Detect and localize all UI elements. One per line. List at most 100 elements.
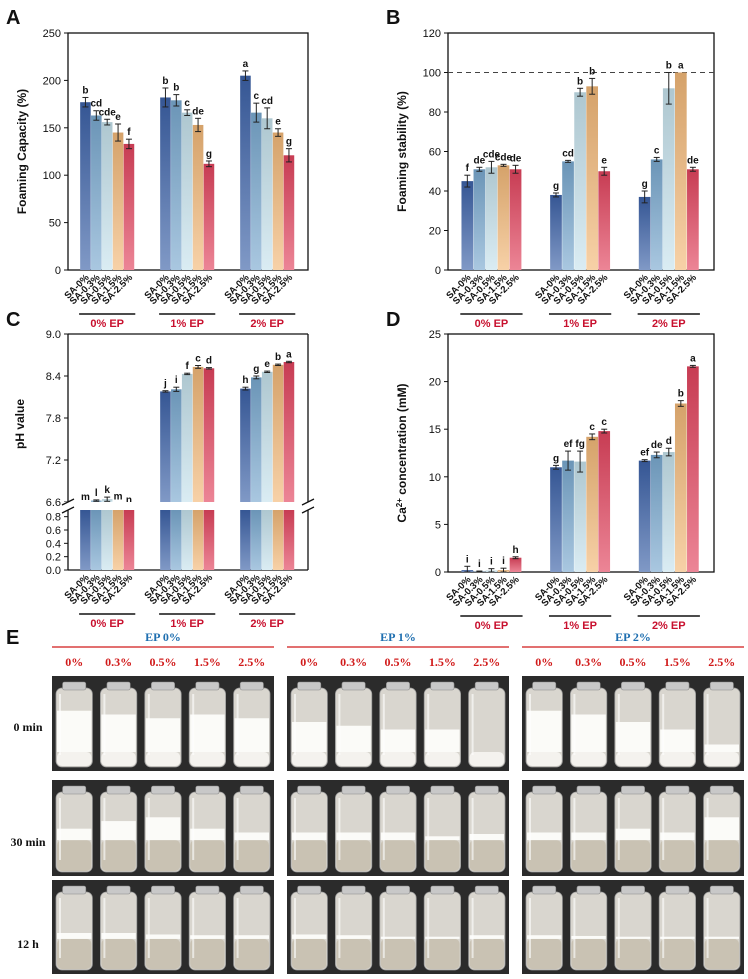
time-label: 0 min bbox=[13, 720, 42, 734]
vial-highlight bbox=[192, 898, 195, 958]
y-axis-label-superscript: 2+ bbox=[395, 498, 404, 507]
vial-rim bbox=[474, 681, 499, 691]
significance-letter: b bbox=[173, 83, 179, 94]
vial-liquid bbox=[101, 752, 136, 766]
significance-letter: c bbox=[654, 145, 660, 156]
concentration-label: 2.5% bbox=[238, 655, 265, 669]
vial-foam bbox=[234, 935, 269, 939]
vial-highlight bbox=[294, 694, 296, 755]
significance-letter: i bbox=[478, 559, 481, 570]
vial-highlight bbox=[529, 798, 531, 860]
vial-liquid bbox=[234, 840, 269, 871]
concentration-label: 1.5% bbox=[664, 655, 691, 669]
significance-letter: g bbox=[553, 181, 559, 192]
significance-letter: b bbox=[82, 85, 88, 96]
vial-liquid bbox=[704, 752, 739, 766]
y-axis-label: Ca2+ concentration (mM) bbox=[395, 383, 410, 522]
vial-highlight bbox=[529, 898, 531, 958]
vial-rim bbox=[709, 681, 734, 691]
significance-letter: g bbox=[286, 137, 292, 148]
significance-letter: n bbox=[126, 495, 132, 506]
y-tick-label: 0 bbox=[435, 265, 441, 277]
significance-letter: c bbox=[254, 91, 260, 102]
bar bbox=[598, 171, 611, 270]
vial-highlight bbox=[617, 694, 620, 755]
vial-rim bbox=[386, 885, 410, 895]
vial-foam bbox=[57, 710, 92, 752]
vial-highlight bbox=[706, 694, 709, 755]
bar bbox=[638, 460, 651, 572]
vial-foam bbox=[101, 821, 136, 841]
bar bbox=[283, 155, 295, 270]
significance-letter: f bbox=[466, 163, 470, 174]
vial-rim bbox=[474, 785, 499, 795]
significance-letter: de bbox=[687, 155, 699, 166]
vial-liquid bbox=[190, 938, 225, 969]
significance-letter: f bbox=[186, 361, 190, 372]
bar bbox=[160, 391, 171, 502]
vial-rim bbox=[297, 785, 322, 795]
significance-letter: e bbox=[275, 117, 281, 128]
vial-foam bbox=[469, 834, 504, 841]
y-tick-label: 0.4 bbox=[46, 538, 61, 550]
vial-liquid bbox=[292, 752, 327, 766]
vial-liquid bbox=[57, 938, 92, 969]
vial-highlight bbox=[573, 898, 576, 958]
vial-foam bbox=[425, 836, 460, 841]
vial-rim bbox=[474, 885, 499, 895]
bar bbox=[562, 161, 574, 270]
vial-rim bbox=[532, 785, 557, 795]
concentration-label: 0.5% bbox=[150, 655, 177, 669]
group-label: 2% EP bbox=[250, 318, 284, 330]
vial-rim bbox=[151, 681, 175, 691]
bar bbox=[509, 557, 522, 572]
y-tick-label: 0 bbox=[435, 567, 441, 579]
time-label: 30 min bbox=[10, 835, 45, 849]
vial-liquid bbox=[380, 938, 416, 969]
significance-letter: m bbox=[114, 491, 123, 502]
vial-highlight bbox=[236, 694, 239, 755]
vial-foam bbox=[190, 828, 225, 841]
bar bbox=[91, 115, 102, 270]
vial-foam bbox=[190, 714, 225, 752]
significance-letter: g bbox=[553, 453, 559, 464]
concentration-label: 1.5% bbox=[429, 655, 456, 669]
vial-foam bbox=[336, 725, 371, 752]
significance-letter: f bbox=[127, 127, 131, 138]
vial-foam bbox=[571, 714, 606, 752]
group-label: 1% EP bbox=[170, 318, 204, 330]
bar bbox=[192, 366, 204, 502]
vial-liquid bbox=[380, 840, 416, 871]
vial-highlight bbox=[617, 798, 620, 860]
vial-rim bbox=[665, 885, 690, 895]
vial-rim bbox=[430, 681, 455, 691]
bar bbox=[586, 436, 599, 572]
vial-rim bbox=[341, 885, 366, 895]
vial-liquid bbox=[101, 840, 136, 871]
y-axis-label-part: Ca bbox=[395, 507, 409, 523]
bar bbox=[101, 510, 113, 570]
axis-break-mark bbox=[61, 498, 75, 506]
group-label: 0% EP bbox=[475, 620, 509, 632]
bar bbox=[574, 461, 586, 572]
vial-liquid bbox=[571, 840, 606, 871]
bar bbox=[687, 366, 699, 572]
vial-rim bbox=[386, 681, 410, 691]
vial-liquid bbox=[57, 840, 92, 871]
bar bbox=[112, 132, 124, 270]
significance-letter: j bbox=[163, 379, 167, 390]
vial-highlight bbox=[573, 798, 576, 860]
vial-liquid bbox=[571, 938, 606, 969]
vial-liquid bbox=[615, 840, 651, 871]
bar bbox=[251, 377, 262, 502]
bar bbox=[112, 510, 124, 570]
vial-foam bbox=[380, 936, 416, 939]
bar bbox=[123, 510, 135, 570]
vial-liquid bbox=[660, 938, 695, 969]
y-tick-label: 7.2 bbox=[46, 455, 61, 467]
vial-foam bbox=[145, 934, 181, 939]
significance-letter: h bbox=[512, 545, 518, 556]
vial-highlight bbox=[59, 694, 61, 755]
group-label: 0% EP bbox=[475, 318, 509, 330]
vial-highlight bbox=[427, 898, 430, 958]
